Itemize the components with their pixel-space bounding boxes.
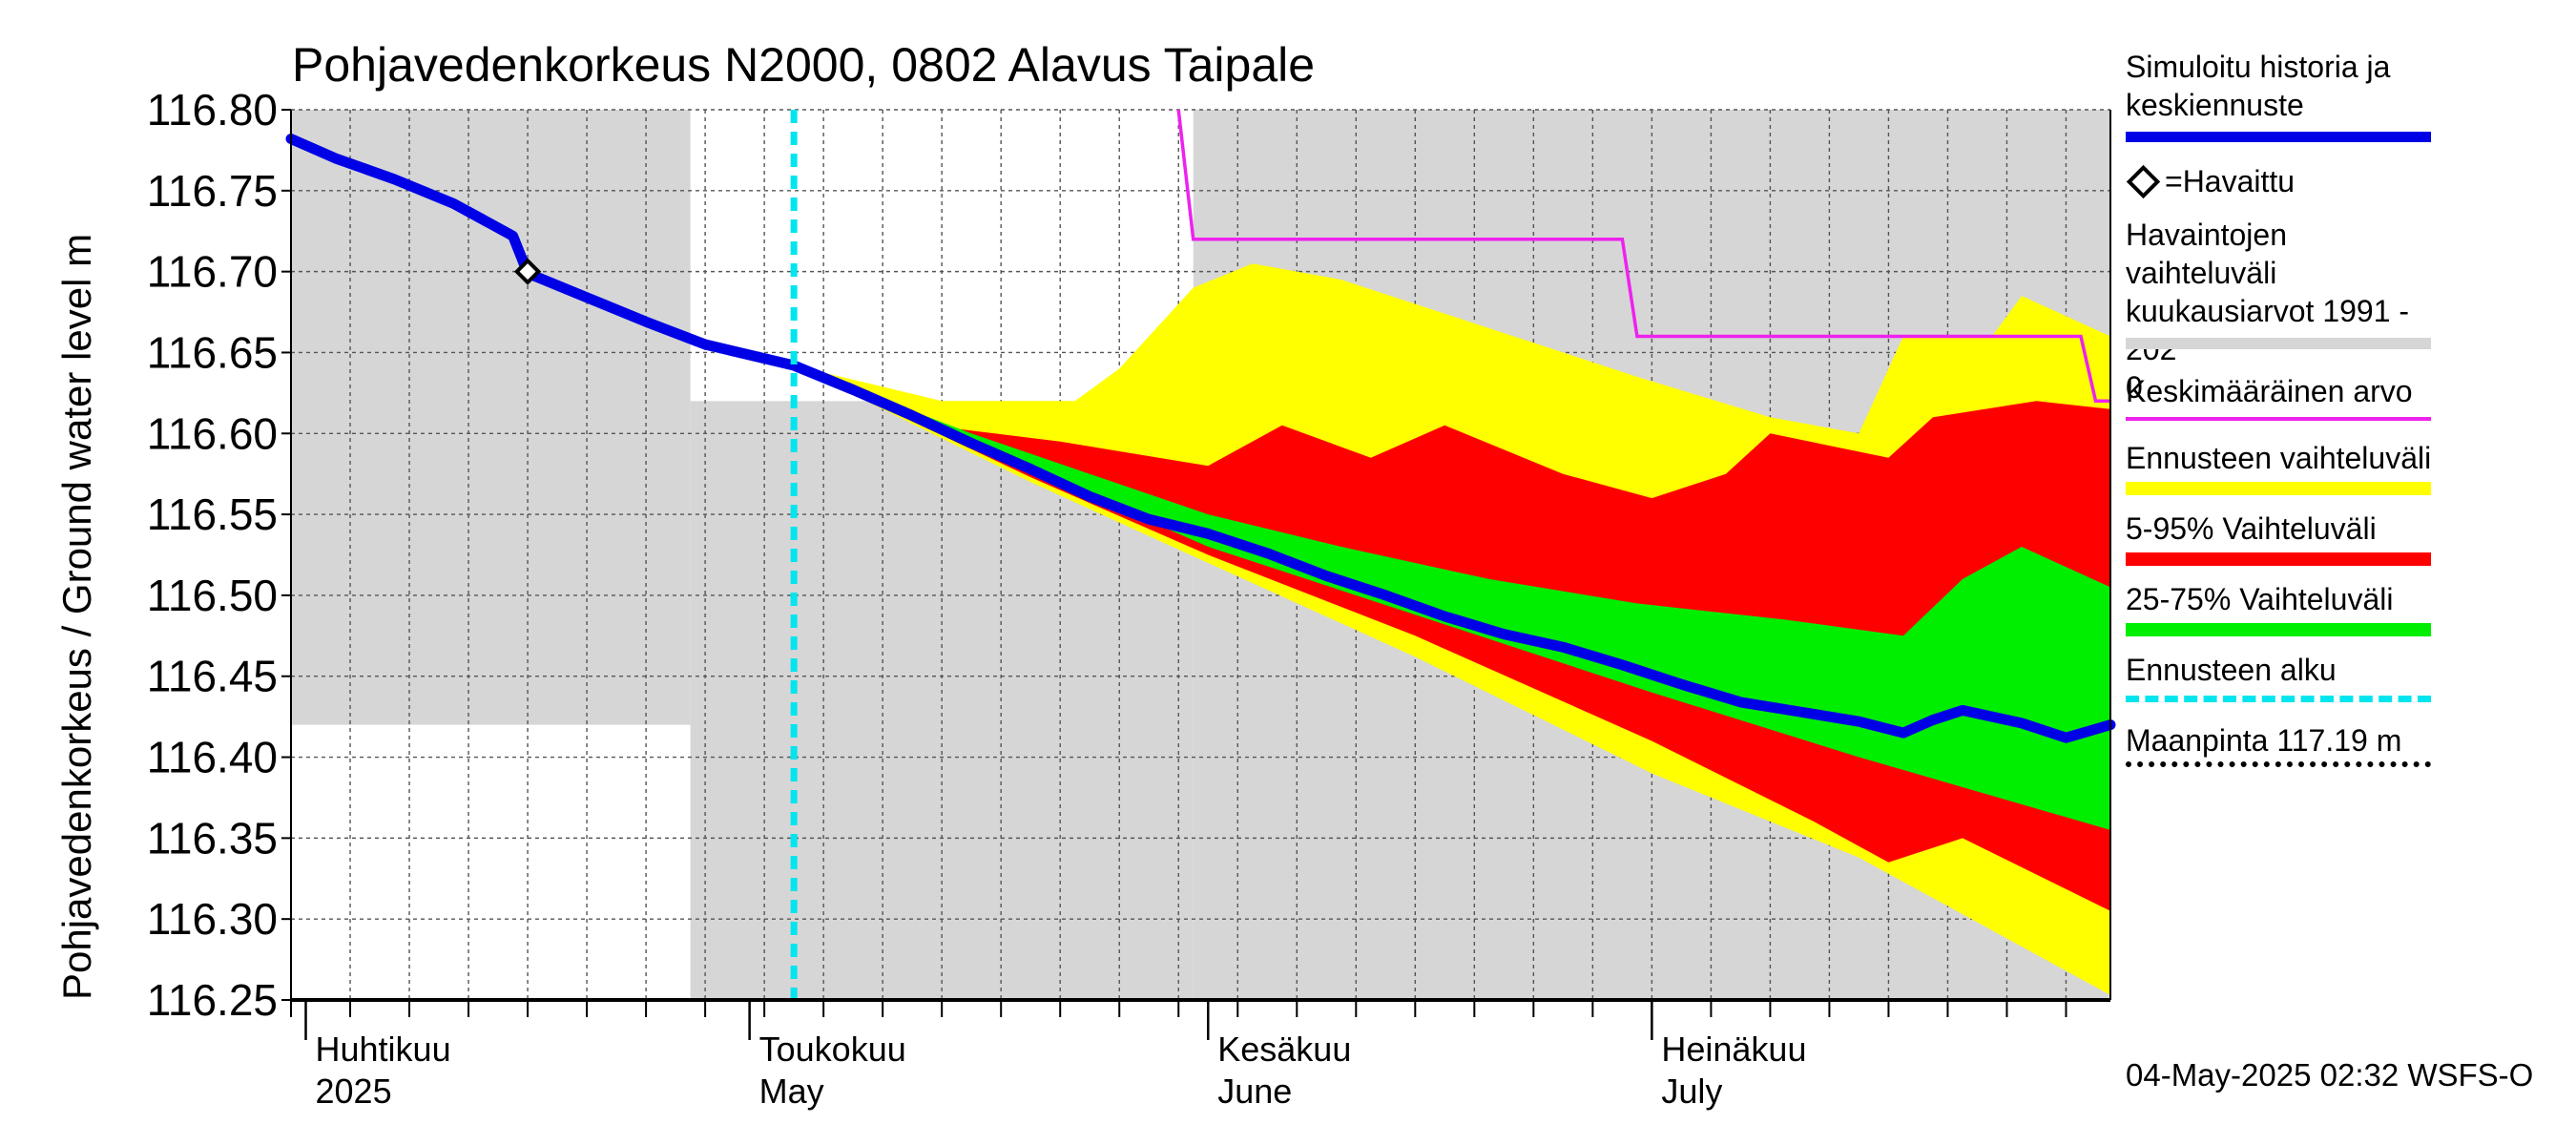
legend-forecast-range-swatch [2126,482,2431,495]
x-month-label-fi-2: Kesäkuu [1217,1030,1351,1069]
y-tick-label-5: 116.50 [147,571,278,620]
legend-p25-75: 25-75% Vaihteluväli [2126,580,2441,636]
forecast-bands-layer [794,263,2110,995]
y-tick-label-2: 116.35 [147,813,278,863]
legend-mean-label: Keskimääräinen arvo [2126,374,2413,408]
legend-range-obs-swatch [2126,338,2431,349]
x-month-label-fi-1: Toukokuu [759,1030,906,1069]
observed-point-0 [513,258,542,285]
mean-line [1176,109,2110,404]
y-tick-label-0: 116.25 [147,975,278,1025]
legend-forecast-range-label: Ennusteen vaihteluväli [2126,441,2432,475]
legend-observed: =Havaittu [2126,162,2441,200]
legend-ground-swatch [2126,761,2431,767]
legend-p5-95: 5-95% Vaihteluväli [2126,510,2441,566]
legend-p25-75-label: 25-75% Vaihteluväli [2126,582,2394,616]
y-tick-label-7: 116.60 [147,408,278,458]
y-tick-label-9: 116.70 [147,247,278,297]
axes-layer: 116.25 116.30 116.35 116.40 116.45 116.50 116.… [147,85,2111,1111]
legend-ground: Maanpinta 117.19 m [2126,721,2441,767]
legend-forecast-start: Ennusteen alku [2126,651,2441,702]
timestamp-footer: 04-May-2025 02:32 WSFS-O [2126,1057,2534,1093]
legend-mean: Keskimääräinen arvo [2126,372,2441,421]
legend-p25-75-swatch [2126,623,2431,636]
y-tick-label-8: 116.65 [147,327,278,377]
x-month-label-fi-3: Heinäkuu [1661,1030,1806,1069]
x-month-label-en-2: June [1217,1072,1292,1111]
y-tick-label-3: 116.40 [147,733,278,782]
y-tick-label-11: 116.80 [147,85,278,135]
chart-title: Pohjavedenkorkeus N2000, 0802 Alavus Tai… [292,38,1315,92]
y-tick-label-4: 116.45 [147,652,278,701]
legend-mean-swatch [2126,417,2431,421]
x-month-label-en-0: 2025 [316,1072,392,1111]
lines-layer [285,109,2116,1000]
history-forecast-line [285,134,2116,743]
legend-history-swatch [2126,132,2431,142]
y-axis-label: Pohjavedenkorkeus / Ground water level m [54,234,99,1000]
legend-p5-95-swatch [2126,552,2431,566]
observed-range-month-0 [291,110,691,725]
legend-history-label: Simuloitu historia ja keskiennuste [2126,50,2391,122]
legend-forecast-range: Ennusteen vaihteluväli [2126,439,2441,495]
y-tick-label-6: 116.55 [147,489,278,539]
legend-history: Simuloitu historia ja keskiennuste [2126,48,2441,142]
x-month-label-en-3: July [1661,1072,1722,1111]
observed-diamond-icon [2126,164,2161,198]
legend-p5-95-label: 5-95% Vaihteluväli [2126,511,2377,546]
y-tick-label-10: 116.75 [147,166,278,216]
legend-forecast-start-swatch [2126,696,2431,702]
legend-observed-label: =Havaittu [2165,163,2296,198]
x-month-label-en-1: May [759,1072,824,1111]
x-month-label-fi-0: Huhtikuu [316,1030,451,1069]
legend-forecast-start-label: Ennusteen alku [2126,653,2337,687]
y-tick-label-1: 116.30 [147,894,278,944]
legend-range-obs: Havaintojen vaihteluväli kuukausiarvot 1… [2126,216,2441,406]
legend-ground-label: Maanpinta 117.19 m [2126,723,2402,758]
legend-range-obs-label: Havaintojen vaihteluväli kuukausiarvot 1… [2126,218,2410,405]
